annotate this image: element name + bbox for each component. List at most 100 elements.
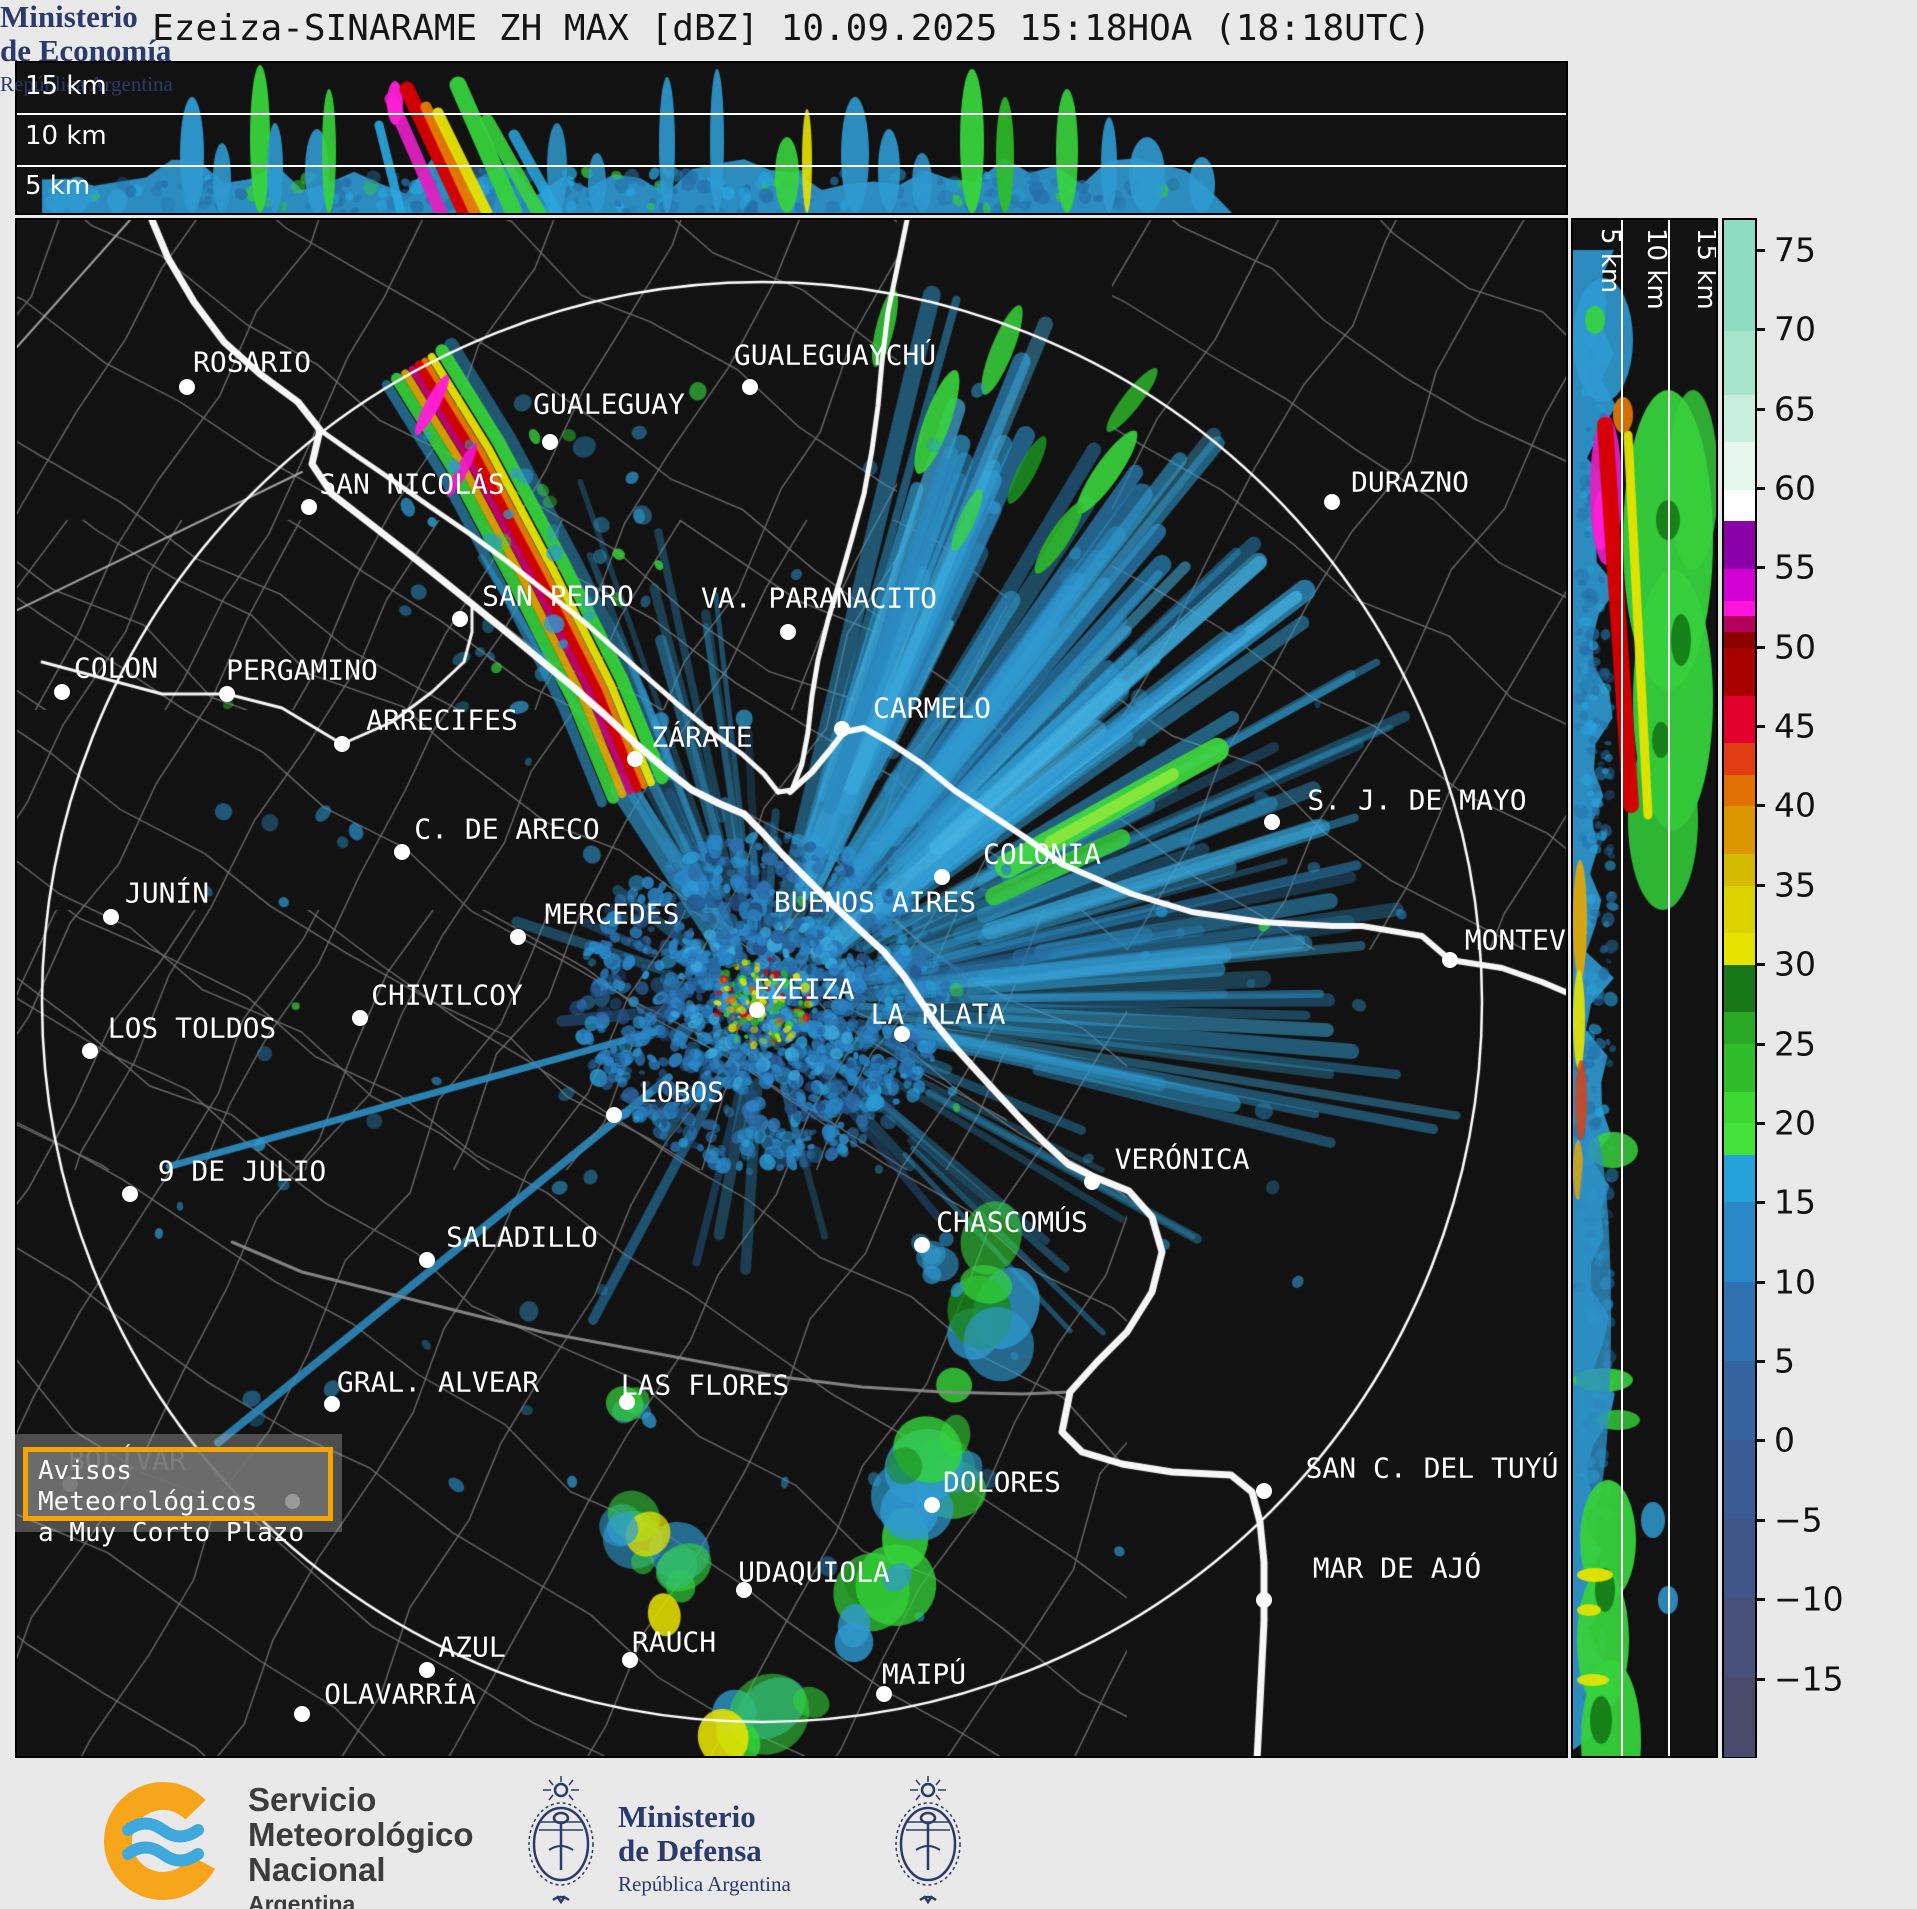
colorbar-tick-label: 10 bbox=[1774, 1262, 1816, 1302]
city-dot bbox=[736, 1582, 752, 1598]
city-dot bbox=[294, 1706, 310, 1722]
city-label: C. DE ARECO bbox=[414, 812, 600, 846]
city-label: VA. PARANACITO bbox=[700, 581, 938, 615]
colorbar-tick bbox=[1756, 566, 1765, 570]
smn-sub: Argentina bbox=[248, 1891, 356, 1909]
altitude-line-10km bbox=[17, 113, 1566, 115]
colorbar-tick-label: 55 bbox=[1774, 547, 1816, 587]
colorbar-tick bbox=[1756, 1677, 1765, 1681]
city-dot bbox=[619, 1394, 635, 1410]
top-cross-section-canvas bbox=[17, 63, 1566, 213]
city-label: SAN NICOLÁS bbox=[319, 467, 505, 501]
colorbar-tick bbox=[1756, 1360, 1765, 1364]
city-dot bbox=[219, 686, 235, 702]
colorbar-segment bbox=[1724, 1439, 1755, 1520]
colorbar-segment bbox=[1724, 647, 1755, 696]
city-dot bbox=[324, 1396, 340, 1412]
city-label: LAS FLORES bbox=[620, 1368, 790, 1402]
colorbar-tick-label: 35 bbox=[1774, 865, 1816, 905]
colorbar-tick-label: 20 bbox=[1774, 1103, 1816, 1143]
city-dot bbox=[82, 1043, 98, 1059]
page-title: Ezeiza-SINARAME ZH MAX [dBZ] 10.09.2025 … bbox=[152, 8, 1431, 49]
colorbar-segment bbox=[1724, 441, 1755, 490]
warning-box-line1: Avisos Meteorológicos bbox=[38, 1456, 258, 1517]
colorbar-segment bbox=[1724, 774, 1755, 807]
city-dot bbox=[54, 684, 70, 700]
city-label: UDAQUIOLA bbox=[738, 1555, 890, 1589]
city-dot bbox=[1442, 952, 1458, 968]
city-label: LA PLATA bbox=[870, 997, 1006, 1031]
city-dot bbox=[334, 736, 350, 752]
colorbar-segment bbox=[1724, 1597, 1755, 1678]
colorbar-tick bbox=[1756, 1042, 1765, 1046]
city-dot bbox=[352, 1010, 368, 1026]
colorbar-tick-label: 70 bbox=[1774, 309, 1816, 349]
warning-box-line2: a Muy Corto Plazo bbox=[38, 1518, 305, 1548]
colorbar-tick bbox=[1756, 248, 1765, 252]
city-dot bbox=[419, 1252, 435, 1268]
right-cross-section-canvas bbox=[1573, 220, 1716, 1756]
city-dot bbox=[122, 1186, 138, 1202]
city-dot bbox=[179, 379, 195, 395]
city-label: CARMELO bbox=[872, 691, 992, 725]
city-dot bbox=[834, 721, 850, 737]
altitude-line-5km-vertical bbox=[1621, 220, 1623, 1756]
smn-logo bbox=[104, 1782, 222, 1900]
colorbar-segment bbox=[1724, 1090, 1755, 1124]
warning-box: Avisos Meteorológicos a Muy Corto Plazo bbox=[23, 1447, 333, 1548]
colorbar-segment bbox=[1724, 615, 1755, 633]
colorbar-tick bbox=[1756, 963, 1765, 967]
top-cross-section-panel: 15 km 10 km 5 km bbox=[15, 61, 1568, 215]
colorbar-segment bbox=[1724, 1518, 1755, 1599]
altitude-line-10km-vertical bbox=[1668, 220, 1670, 1756]
economia-text: Ministerio de Economía República Argenti… bbox=[0, 0, 173, 97]
city-label: EZEIZA bbox=[753, 972, 855, 1006]
city-label: SALADILLO bbox=[446, 1220, 598, 1254]
economia-crest-icon bbox=[895, 1776, 961, 1905]
colorbar-segment bbox=[1724, 568, 1755, 601]
altitude-label-15km: 15 km bbox=[25, 71, 107, 101]
colorbar-tick bbox=[1756, 645, 1765, 649]
colorbar-segment bbox=[1724, 489, 1755, 522]
city-label: JUNÍN bbox=[124, 876, 210, 910]
city-label: SAN C. DEL TUYÚ bbox=[1305, 1451, 1559, 1485]
colorbar-segment bbox=[1724, 1122, 1755, 1155]
city-dot bbox=[876, 1686, 892, 1702]
colorbar-tick-label: 50 bbox=[1774, 627, 1816, 667]
smn-line2: Meteorológico bbox=[248, 1816, 474, 1853]
city-label: 9 DE JULIO bbox=[157, 1154, 327, 1188]
city-label: COLON bbox=[73, 651, 159, 685]
colorbar-segment bbox=[1724, 1280, 1755, 1361]
city-label: ROSARIO bbox=[192, 345, 312, 379]
altitude-label-5km: 5 km bbox=[25, 171, 91, 201]
city-dot bbox=[622, 1652, 638, 1668]
city-label: ZÁRATE bbox=[651, 720, 753, 754]
colorbar-tick bbox=[1756, 407, 1765, 411]
colorbar-segment bbox=[1724, 853, 1755, 886]
colorbar-segment bbox=[1724, 964, 1755, 1013]
colorbar-segment bbox=[1724, 805, 1755, 854]
city-dot bbox=[742, 379, 758, 395]
city-label: MERCEDES bbox=[544, 897, 680, 931]
colorbar-tick bbox=[1756, 1201, 1765, 1205]
city-dot bbox=[1084, 1174, 1100, 1190]
city-label: CHIVILCOY bbox=[371, 978, 523, 1012]
colorbar-tick-label: 45 bbox=[1774, 706, 1816, 746]
city-dot bbox=[510, 929, 526, 945]
city-label: PERGAMINO bbox=[226, 653, 378, 687]
city-dot bbox=[606, 1107, 622, 1123]
colorbar-tick bbox=[1756, 328, 1765, 332]
city-label: CHASCOMÚS bbox=[936, 1205, 1088, 1239]
colorbar-tick bbox=[1756, 804, 1765, 808]
city-label: MAIPÚ bbox=[881, 1657, 967, 1691]
city-label: COLONIA bbox=[982, 837, 1102, 871]
colorbar-tick-label: 25 bbox=[1774, 1024, 1816, 1064]
altitude-line-5km bbox=[17, 165, 1566, 167]
defensa-line2: de Defensa bbox=[618, 1833, 762, 1868]
colorbar-tick bbox=[1756, 883, 1765, 887]
smn-line1: Servicio bbox=[248, 1781, 377, 1818]
altitude-label-5km-vertical: 5 km bbox=[1595, 228, 1625, 294]
colorbar-tick-label: 75 bbox=[1774, 230, 1816, 270]
city-label: DURAZNO bbox=[1350, 465, 1470, 499]
city-label: LOBOS bbox=[639, 1075, 725, 1109]
